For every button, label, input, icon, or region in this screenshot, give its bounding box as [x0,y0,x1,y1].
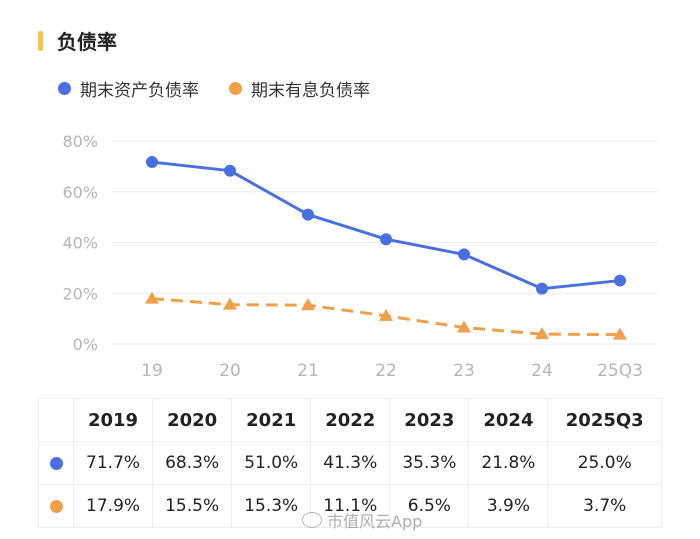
y-axis-ticks: 0% 20% 40% 60% 80% [62,132,98,354]
data-point[interactable] [458,248,470,261]
table-header-cell: 2025Q3 [547,398,662,442]
table-dot-asset-ratio [49,456,63,470]
legend-dot-interest-ratio [229,82,242,95]
table-cell: 35.3% [389,441,470,485]
table-header-cell: 2020 [152,398,233,442]
table-cell: 3.9% [468,484,549,528]
table-header-row: 2019 2020 2021 2022 2023 2024 2025Q3 [38,398,662,442]
series-lines [145,156,627,340]
chart-legend: 期末资产负债率 期末有息负债率 [58,76,400,101]
data-point[interactable] [224,164,236,177]
x-tick-label: 22 [375,361,397,381]
data-point[interactable] [613,327,627,340]
legend-item-interest-ratio[interactable]: 期末有息负债率 [229,76,370,101]
legend-label-asset-ratio: 期末资产负债率 [80,81,199,101]
table-cell: 15.3% [231,484,312,528]
table-cell: 15.5% [152,484,233,528]
data-point[interactable] [145,291,159,304]
table-header-cell: 2024 [468,398,549,442]
data-point[interactable] [301,298,315,311]
table-cell: 71.7% [72,441,154,485]
title-accent-bar [38,30,43,51]
table-header-cell: 2019 [72,398,154,442]
data-point[interactable] [457,320,471,333]
legend-item-asset-ratio[interactable]: 期末资产负债率 [58,76,199,101]
table-header-cell: 2023 [389,398,470,442]
table-cell: 41.3% [310,441,391,485]
data-point[interactable] [535,327,549,340]
table-row-interest-ratio: 17.9% 15.5% 15.3% 11.1% 6.5% 3.9% 3.7% [38,484,662,528]
watermark: 市值风云App [302,508,422,532]
line-chart: 0% 20% 40% 60% 80% 19 20 21 22 23 24 25Q3 [62,132,658,381]
x-axis-ticks: 19 20 21 22 23 24 25Q3 [141,361,643,381]
table-dot-interest-ratio [49,499,63,513]
table-corner-cell [38,398,74,442]
table-cell: 68.3% [152,441,233,485]
y-tick-label: 20% [62,284,98,303]
y-tick-label: 40% [62,234,98,253]
x-tick-label: 21 [297,361,319,381]
data-point[interactable] [302,208,314,221]
table-row-marker-cell [38,441,74,485]
watermark-text: 市值风云App [327,512,423,531]
series-line-asset-ratio [150,160,622,291]
data-point[interactable] [379,308,393,321]
data-point[interactable] [614,274,626,287]
weibo-icon [302,512,322,528]
table-header-cell: 2021 [231,398,312,442]
y-tick-label: 80% [62,132,98,151]
table-cell: 21.8% [468,441,549,485]
x-tick-label: 25Q3 [597,361,643,381]
chart-title-block: 负债率 [38,26,117,55]
x-tick-label: 20 [219,361,241,381]
legend-label-interest-ratio: 期末有息负债率 [251,81,370,101]
y-tick-label: 0% [73,335,98,354]
data-point[interactable] [380,233,392,246]
legend-dot-asset-ratio [58,82,71,95]
table-cell: 51.0% [231,441,312,485]
data-table: 2019 2020 2021 2022 2023 2024 2025Q3 71.… [38,398,662,528]
table-cell: 17.9% [72,484,154,528]
table-row-asset-ratio: 71.7% 68.3% 51.0% 41.3% 35.3% 21.8% 25.0… [38,441,662,485]
chart-title: 负债率 [57,30,117,54]
data-point[interactable] [536,282,548,295]
table-cell: 25.0% [547,441,662,485]
table-row-marker-cell [38,484,74,528]
x-tick-label: 19 [141,361,163,381]
table-cell: 3.7% [547,484,662,528]
y-tick-label: 60% [62,183,98,202]
data-point[interactable] [223,297,237,310]
table-cell: 11.1% [310,484,391,528]
x-tick-label: 23 [453,361,475,381]
table-header-cell: 2022 [310,398,391,442]
data-point[interactable] [146,156,158,169]
table-cell: 6.5% [389,484,470,528]
x-tick-label: 24 [531,361,553,381]
